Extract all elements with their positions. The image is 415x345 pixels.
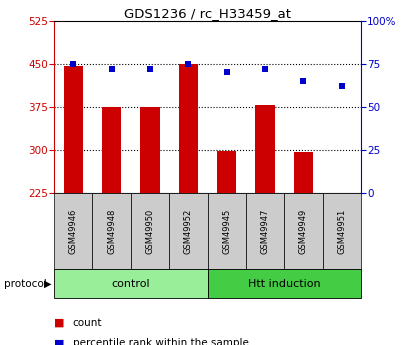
Bar	[131, 193, 169, 269]
Bar	[323, 193, 361, 269]
Title: GDS1236 / rc_H33459_at: GDS1236 / rc_H33459_at	[124, 7, 291, 20]
Text: GSM49951: GSM49951	[337, 208, 347, 254]
Bar	[63, 66, 83, 193]
Text: GSM49950: GSM49950	[145, 208, 154, 254]
Bar	[294, 152, 313, 193]
Point	[146, 66, 153, 72]
Point	[185, 61, 192, 67]
Bar	[217, 151, 236, 193]
Text: percentile rank within the sample: percentile rank within the sample	[73, 338, 249, 345]
Bar	[93, 193, 131, 269]
Bar	[54, 193, 92, 269]
Text: control: control	[111, 279, 150, 289]
Point	[108, 66, 115, 72]
Text: Htt induction: Htt induction	[248, 279, 321, 289]
Text: GSM49948: GSM49948	[107, 208, 116, 254]
Bar	[179, 64, 198, 193]
Point	[70, 61, 76, 67]
Text: ▶: ▶	[44, 279, 51, 289]
Bar	[246, 193, 284, 269]
Point	[223, 70, 230, 75]
Bar	[102, 107, 121, 193]
Text: GSM49949: GSM49949	[299, 208, 308, 254]
Text: ■: ■	[54, 338, 64, 345]
Text: GSM49947: GSM49947	[261, 208, 270, 254]
Bar	[284, 193, 323, 269]
Bar	[169, 193, 208, 269]
Text: GSM49945: GSM49945	[222, 208, 231, 254]
Text: count: count	[73, 318, 102, 327]
Text: protocol: protocol	[4, 279, 47, 289]
Bar	[208, 269, 361, 298]
Text: GSM49952: GSM49952	[184, 208, 193, 254]
Bar	[208, 193, 246, 269]
Point	[262, 66, 269, 72]
Bar	[256, 105, 275, 193]
Text: ■: ■	[54, 318, 64, 327]
Point	[339, 83, 345, 89]
Point	[300, 78, 307, 84]
Bar	[140, 107, 159, 193]
Bar	[54, 269, 208, 298]
Text: GSM49946: GSM49946	[68, 208, 78, 254]
